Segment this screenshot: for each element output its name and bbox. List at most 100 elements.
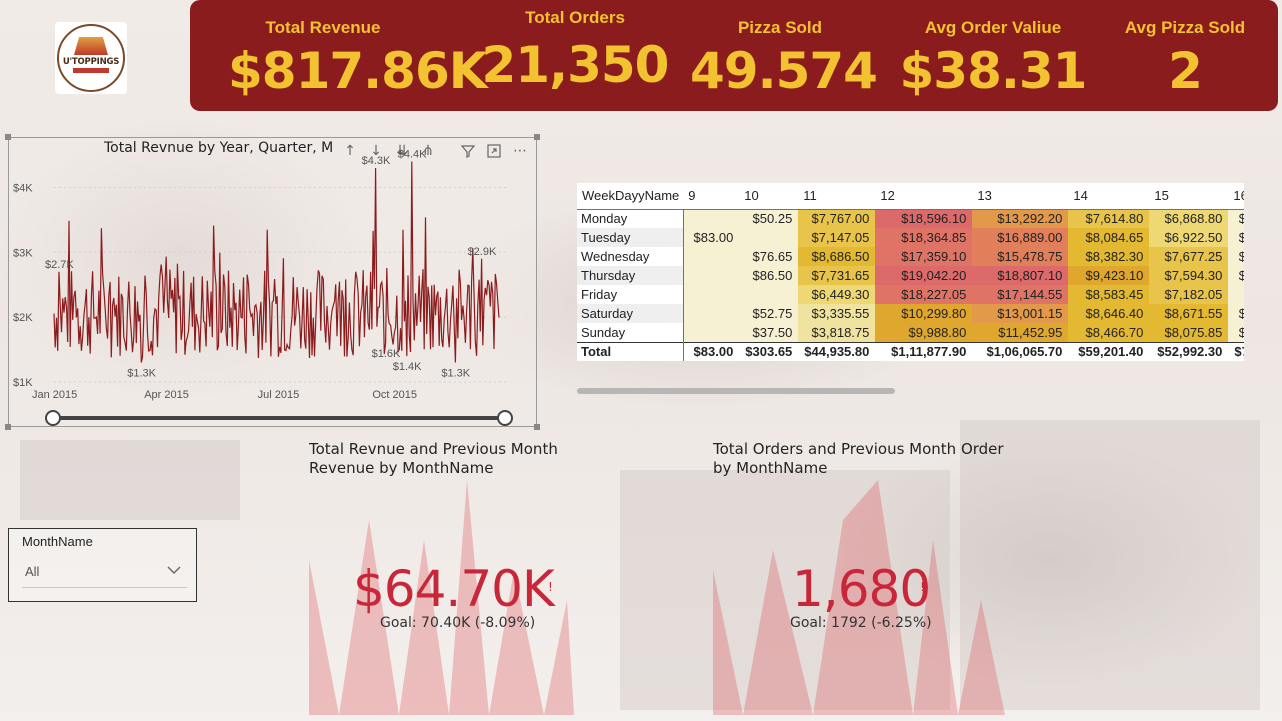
matrix-cell[interactable] bbox=[682, 208, 740, 228]
matrix-cell[interactable]: $52,992.30 bbox=[1149, 341, 1229, 361]
matrix-cell[interactable]: $16,889.00 bbox=[972, 228, 1069, 247]
filter-icon[interactable] bbox=[457, 140, 479, 162]
matrix-cell[interactable]: $52.75 bbox=[739, 304, 799, 323]
matrix-cell[interactable]: $1 bbox=[1228, 208, 1244, 228]
matrix-cell[interactable]: $44,935.80 bbox=[798, 341, 876, 361]
chevron-down-icon[interactable] bbox=[164, 560, 184, 580]
matrix-row-header[interactable]: Total bbox=[577, 341, 684, 361]
resize-handle[interactable] bbox=[5, 134, 11, 140]
matrix-row-header[interactable]: Saturday bbox=[577, 304, 684, 323]
matrix-cell[interactable]: $8,382.30 bbox=[1068, 247, 1150, 266]
matrix-column-header[interactable]: 10 bbox=[739, 183, 799, 209]
matrix-cell[interactable]: $8,671.55 bbox=[1149, 304, 1229, 323]
matrix-cell[interactable]: $3,335.55 bbox=[798, 304, 876, 323]
kpi-total-revenue[interactable]: Total Revenue $817.86K bbox=[228, 0, 487, 100]
matrix-cell[interactable]: $1 bbox=[1228, 228, 1244, 247]
matrix-cell[interactable]: $1,06,065.70 bbox=[972, 341, 1069, 361]
matrix-cell[interactable]: $9,988.80 bbox=[875, 323, 973, 342]
weekday-revenue-matrix[interactable]: WeekDayyName910111213141516Monday$50.25$… bbox=[577, 183, 1244, 366]
matrix-cell[interactable] bbox=[682, 304, 740, 323]
matrix-cell[interactable]: $1,11,877.90 bbox=[875, 341, 973, 361]
matrix-cell[interactable]: $18,364.85 bbox=[875, 228, 973, 247]
matrix-cell[interactable]: $1 bbox=[1228, 304, 1244, 323]
double-arrow-down-icon[interactable]: ⇊ bbox=[396, 143, 408, 159]
matrix-row-header[interactable]: Wednesday bbox=[577, 247, 684, 266]
matrix-row-header[interactable]: Sunday bbox=[577, 323, 684, 342]
matrix-cell[interactable]: $13,001.15 bbox=[972, 304, 1069, 323]
matrix-cell[interactable]: $8,075.85 bbox=[1149, 323, 1229, 342]
matrix-cell[interactable]: $17,359.10 bbox=[875, 247, 973, 266]
zoom-slider-handle[interactable] bbox=[45, 410, 61, 426]
matrix-column-header[interactable]: 13 bbox=[972, 183, 1069, 209]
matrix-cell[interactable]: $37.50 bbox=[739, 323, 799, 342]
matrix-cell[interactable]: $11,452.95 bbox=[972, 323, 1069, 342]
matrix-cell[interactable]: $7( bbox=[1228, 341, 1244, 361]
matrix-cell[interactable]: $6,868.80 bbox=[1149, 208, 1229, 228]
matrix-row-header[interactable]: Tuesday bbox=[577, 228, 684, 247]
matrix-column-header[interactable]: 16 bbox=[1228, 183, 1244, 209]
matrix-cell[interactable]: $9,423.10 bbox=[1068, 266, 1150, 285]
matrix-column-header[interactable]: 12 bbox=[875, 183, 973, 209]
kpi-avg-pizza-sold[interactable]: Avg Pizza Sold 2 bbox=[1110, 0, 1260, 100]
matrix-horizontal-scrollbar[interactable] bbox=[577, 388, 895, 394]
matrix-cell[interactable]: $18,807.10 bbox=[972, 266, 1069, 285]
series-line[interactable] bbox=[53, 161, 500, 363]
matrix-cell[interactable] bbox=[682, 247, 740, 266]
matrix-cell[interactable]: $8,686.50 bbox=[798, 247, 876, 266]
matrix-cell[interactable] bbox=[739, 285, 799, 304]
matrix-cell[interactable]: $7,614.80 bbox=[1068, 208, 1150, 228]
matrix-cell[interactable]: $8,466.70 bbox=[1068, 323, 1150, 342]
matrix-cell[interactable]: $18,227.05 bbox=[875, 285, 973, 304]
matrix-cell[interactable]: $7,677.25 bbox=[1149, 247, 1229, 266]
matrix-column-header[interactable]: 11 bbox=[798, 183, 876, 209]
zoom-slider-handle[interactable] bbox=[497, 410, 513, 426]
matrix-row-header[interactable]: Thursday bbox=[577, 266, 684, 285]
kpi-total-orders[interactable]: Total Orders 21,350 bbox=[480, 0, 670, 94]
monthname-slicer[interactable]: MonthName All bbox=[8, 528, 197, 602]
matrix-cell[interactable]: $6,922.50 bbox=[1149, 228, 1229, 247]
matrix-cell[interactable]: $303.65 bbox=[739, 341, 799, 361]
matrix-cell[interactable] bbox=[682, 266, 740, 285]
arrow-down-icon[interactable]: ↓ bbox=[370, 143, 382, 159]
resize-handle[interactable] bbox=[5, 424, 11, 430]
matrix-row-header[interactable]: Friday bbox=[577, 285, 684, 304]
matrix-cell[interactable]: $59,201.40 bbox=[1068, 341, 1150, 361]
matrix-cell[interactable]: $7,182.05 bbox=[1149, 285, 1229, 304]
matrix-cell[interactable]: $17,144.55 bbox=[972, 285, 1069, 304]
kpi-avg-order-value[interactable]: Avg Order Valiue $38.31 bbox=[898, 0, 1088, 100]
matrix-column-header[interactable]: 15 bbox=[1149, 183, 1229, 209]
resize-handle[interactable] bbox=[534, 424, 540, 430]
matrix-cell[interactable]: $ bbox=[1228, 285, 1244, 304]
matrix-corner-header[interactable]: WeekDayyName bbox=[577, 183, 684, 209]
matrix-cell[interactable]: $15,478.75 bbox=[972, 247, 1069, 266]
matrix-cell[interactable]: $18,596.10 bbox=[875, 208, 973, 228]
matrix-cell[interactable]: $8,084.65 bbox=[1068, 228, 1150, 247]
matrix-cell[interactable]: $83.00 bbox=[682, 341, 740, 361]
matrix-cell[interactable]: $7,767.00 bbox=[798, 208, 876, 228]
kpi-pizza-sold[interactable]: Pizza Sold 49.574 bbox=[690, 0, 878, 100]
arrow-up-icon[interactable]: ↑ bbox=[344, 143, 356, 159]
matrix-cell[interactable]: $86.50 bbox=[739, 266, 799, 285]
matrix-cell[interactable]: $6,449.30 bbox=[798, 285, 876, 304]
matrix-cell[interactable]: $83.00 bbox=[682, 228, 740, 247]
matrix-cell[interactable] bbox=[682, 285, 740, 304]
matrix-cell[interactable]: $50.25 bbox=[739, 208, 799, 228]
matrix-cell[interactable]: $3,818.75 bbox=[798, 323, 876, 342]
resize-handle[interactable] bbox=[534, 134, 540, 140]
focus-mode-icon[interactable] bbox=[483, 140, 505, 162]
revenue-line-chart[interactable]: Total Revnue by Year, Quarter, M ↑ ↓ ⇊ ⋔… bbox=[5, 134, 540, 430]
more-options-icon[interactable]: ⋯ bbox=[513, 143, 527, 159]
matrix-cell[interactable]: $10,299.80 bbox=[875, 304, 973, 323]
slicer-selected-value[interactable]: All bbox=[25, 564, 40, 579]
matrix-cell[interactable]: $8,646.40 bbox=[1068, 304, 1150, 323]
matrix-column-header[interactable]: 14 bbox=[1068, 183, 1150, 209]
matrix-row-header[interactable]: Monday bbox=[577, 208, 684, 228]
matrix-cell[interactable]: $1 bbox=[1228, 266, 1244, 285]
matrix-cell[interactable]: $1 bbox=[1228, 323, 1244, 342]
expand-hierarchy-icon[interactable]: ⋔ bbox=[422, 143, 434, 159]
matrix-cell[interactable]: $1 bbox=[1228, 247, 1244, 266]
matrix-cell[interactable]: $19,042.20 bbox=[875, 266, 973, 285]
matrix-cell[interactable]: $13,292.20 bbox=[972, 208, 1069, 228]
matrix-cell[interactable]: $8,583.45 bbox=[1068, 285, 1150, 304]
matrix-cell[interactable] bbox=[739, 228, 799, 247]
